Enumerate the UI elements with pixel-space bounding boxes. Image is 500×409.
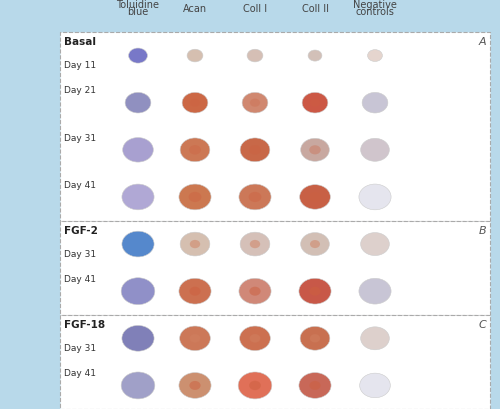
Ellipse shape [128, 189, 148, 204]
Ellipse shape [190, 99, 200, 107]
Ellipse shape [239, 184, 271, 210]
Ellipse shape [368, 49, 382, 61]
Text: C: C [478, 320, 486, 330]
Ellipse shape [122, 231, 154, 257]
Ellipse shape [310, 381, 320, 390]
Ellipse shape [122, 137, 154, 162]
Ellipse shape [359, 184, 391, 210]
Ellipse shape [308, 50, 322, 61]
Ellipse shape [240, 232, 270, 256]
Text: Negative: Negative [353, 0, 397, 10]
Ellipse shape [250, 99, 260, 107]
Ellipse shape [180, 232, 210, 256]
Text: Acan: Acan [183, 4, 207, 14]
Ellipse shape [240, 138, 270, 162]
Ellipse shape [190, 287, 200, 296]
Ellipse shape [300, 326, 330, 350]
Ellipse shape [187, 49, 203, 62]
Ellipse shape [182, 92, 208, 113]
Ellipse shape [300, 138, 330, 161]
Ellipse shape [250, 334, 260, 343]
Ellipse shape [180, 138, 210, 162]
Ellipse shape [128, 48, 148, 63]
Ellipse shape [360, 138, 390, 161]
FancyBboxPatch shape [60, 32, 490, 220]
Ellipse shape [180, 326, 210, 351]
Ellipse shape [240, 326, 270, 351]
Text: Day 21: Day 21 [64, 86, 96, 95]
Ellipse shape [250, 287, 260, 296]
Ellipse shape [359, 278, 391, 304]
Ellipse shape [248, 192, 262, 202]
Text: A: A [478, 37, 486, 47]
Ellipse shape [128, 330, 148, 346]
Ellipse shape [310, 240, 320, 248]
Ellipse shape [125, 92, 151, 113]
Ellipse shape [128, 236, 148, 252]
Ellipse shape [179, 184, 211, 210]
Ellipse shape [190, 240, 200, 248]
Text: Day 11: Day 11 [64, 61, 96, 70]
Ellipse shape [188, 192, 202, 202]
Ellipse shape [360, 233, 390, 256]
Text: Day 31: Day 31 [64, 133, 96, 142]
Ellipse shape [130, 97, 146, 109]
Ellipse shape [310, 145, 320, 155]
Text: Basal: Basal [64, 37, 96, 47]
Ellipse shape [250, 240, 260, 248]
FancyBboxPatch shape [60, 220, 490, 315]
Ellipse shape [242, 92, 268, 113]
Ellipse shape [128, 283, 148, 299]
Text: Day 31: Day 31 [64, 250, 96, 259]
Ellipse shape [309, 192, 321, 202]
Ellipse shape [190, 381, 200, 390]
Ellipse shape [121, 372, 155, 399]
Text: blue: blue [128, 7, 148, 17]
Ellipse shape [121, 278, 155, 305]
Ellipse shape [300, 185, 330, 209]
Ellipse shape [360, 327, 390, 350]
Text: Toluidine: Toluidine [116, 0, 160, 10]
Text: B: B [478, 225, 486, 236]
Text: Day 41: Day 41 [64, 181, 96, 190]
Text: Day 31: Day 31 [64, 344, 96, 353]
Ellipse shape [362, 92, 388, 113]
Text: FGF-18: FGF-18 [64, 320, 105, 330]
Ellipse shape [310, 287, 320, 296]
Ellipse shape [360, 373, 390, 398]
Ellipse shape [179, 373, 211, 398]
Ellipse shape [299, 373, 331, 398]
Ellipse shape [128, 378, 148, 393]
Text: Day 41: Day 41 [64, 369, 96, 378]
Text: Coll I: Coll I [243, 4, 267, 14]
Ellipse shape [122, 326, 154, 351]
Ellipse shape [310, 99, 320, 107]
FancyBboxPatch shape [60, 315, 490, 409]
Ellipse shape [239, 278, 271, 304]
Ellipse shape [189, 145, 201, 155]
Ellipse shape [179, 278, 211, 304]
Ellipse shape [190, 334, 200, 343]
Ellipse shape [247, 49, 263, 62]
Ellipse shape [249, 145, 261, 155]
Ellipse shape [300, 233, 330, 256]
Ellipse shape [302, 92, 328, 113]
Ellipse shape [132, 51, 143, 60]
Text: controls: controls [356, 7, 395, 17]
Ellipse shape [238, 372, 272, 399]
Text: Day 41: Day 41 [64, 275, 96, 284]
Ellipse shape [299, 278, 331, 304]
Text: FGF-2: FGF-2 [64, 225, 98, 236]
Ellipse shape [122, 184, 154, 210]
Ellipse shape [310, 334, 320, 342]
Text: Coll II: Coll II [302, 4, 328, 14]
Ellipse shape [129, 142, 147, 157]
Ellipse shape [249, 381, 261, 390]
